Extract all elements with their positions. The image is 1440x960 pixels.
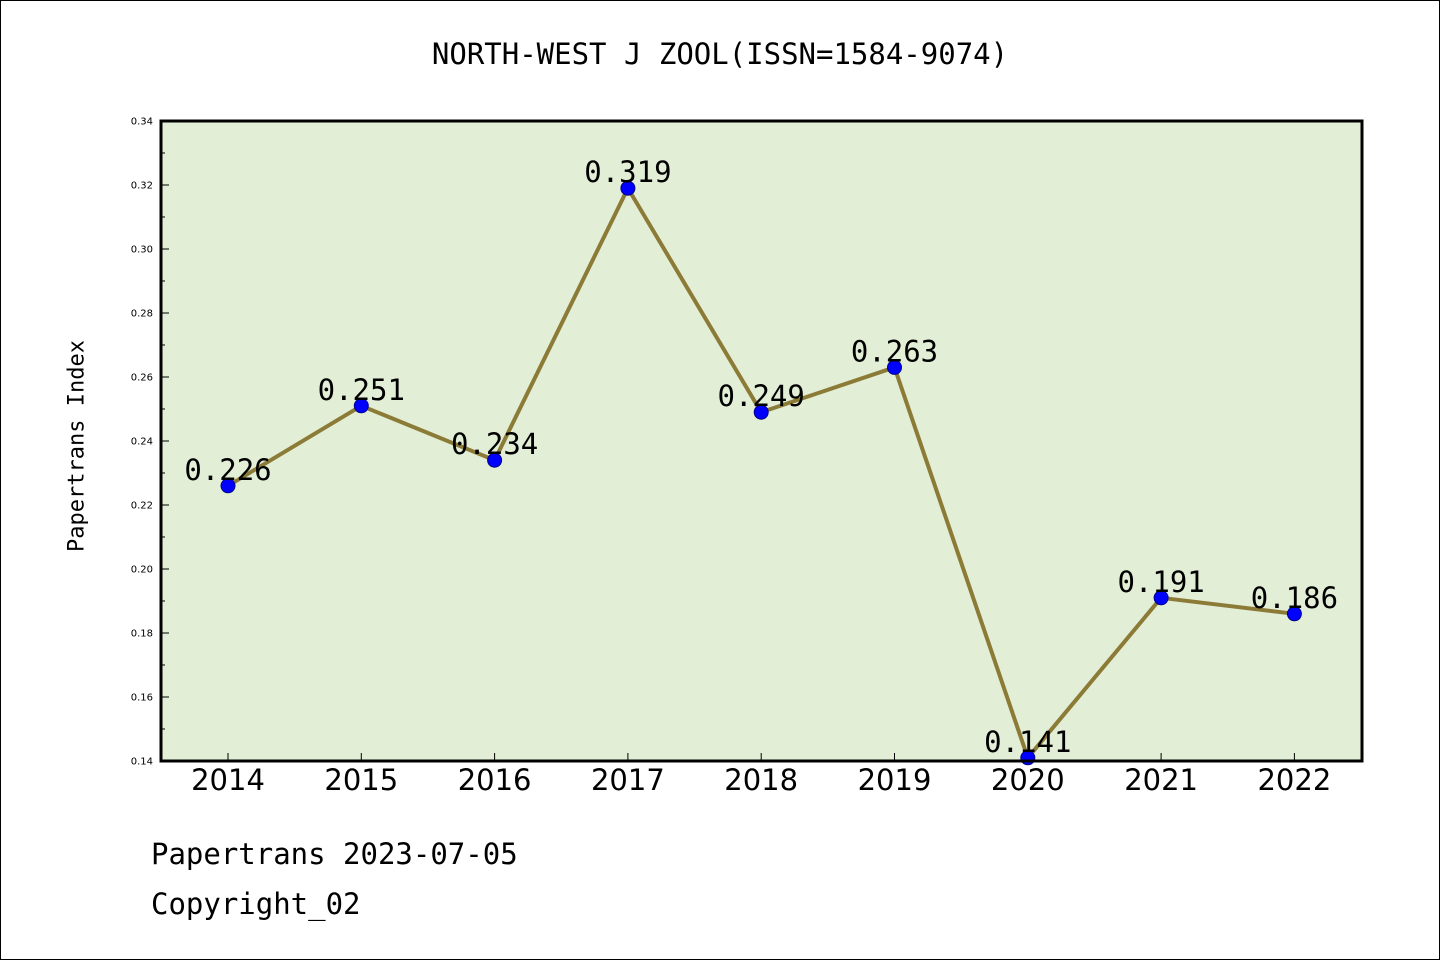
x-tick-label: 2021 bbox=[1124, 763, 1198, 797]
y-tick-label: 0.34 bbox=[131, 117, 153, 128]
x-tick-label: 2015 bbox=[324, 763, 398, 797]
data-label: 0.191 bbox=[1117, 565, 1204, 599]
x-tick-label: 2019 bbox=[858, 763, 932, 797]
data-labels: 0.226 0.251 0.234 0.319 0.249 0.263 0.141 0.191… bbox=[184, 155, 1338, 759]
data-label: 0.186 bbox=[1251, 581, 1338, 615]
x-tick-label: 2016 bbox=[458, 763, 532, 797]
x-tick-label: 2017 bbox=[591, 763, 665, 797]
y-tick-label: 0.16 bbox=[131, 693, 153, 704]
y-tick-label: 0.18 bbox=[131, 629, 153, 640]
x-tick-label: 2018 bbox=[724, 763, 798, 797]
data-point bbox=[353, 398, 369, 414]
y-tick-label: 0.22 bbox=[131, 501, 153, 512]
footer-date: Papertrans 2023-07-05 bbox=[151, 837, 518, 871]
chart-title: NORTH-WEST J ZOOL(ISSN=1584-9074) bbox=[431, 37, 1009, 71]
data-label: 0.234 bbox=[451, 427, 538, 461]
x-axis: 2014 2015 2016 2017 2018 2019 2020 2021 2022 bbox=[191, 753, 1331, 797]
data-point bbox=[887, 359, 902, 375]
y-tick-label: 0.30 bbox=[131, 245, 153, 256]
y-tick-label: 0.20 bbox=[131, 565, 153, 576]
data-point bbox=[1153, 590, 1169, 606]
y-tick-label: 0.28 bbox=[131, 309, 153, 320]
footer-copyright: Copyright_02 bbox=[151, 887, 361, 921]
x-tick-label: 2020 bbox=[991, 763, 1065, 797]
data-point bbox=[620, 180, 636, 196]
data-point bbox=[487, 452, 503, 468]
y-tick-label: 0.24 bbox=[131, 437, 153, 448]
data-label: 0.249 bbox=[718, 379, 805, 413]
data-point bbox=[1286, 606, 1302, 622]
data-label: 0.263 bbox=[851, 334, 938, 368]
data-label: 0.141 bbox=[984, 725, 1071, 759]
data-label: 0.319 bbox=[584, 155, 671, 189]
plot-border bbox=[159, 119, 1364, 763]
data-point bbox=[753, 404, 769, 420]
y-tick-label: 0.26 bbox=[131, 373, 153, 384]
data-point bbox=[220, 478, 236, 494]
x-tick-label: 2022 bbox=[1257, 763, 1331, 797]
y-tick-label: 0.32 bbox=[131, 181, 153, 192]
data-label: 0.251 bbox=[318, 373, 405, 407]
x-tick-label: 2014 bbox=[191, 763, 265, 797]
data-label: 0.226 bbox=[184, 453, 271, 487]
plot-area bbox=[161, 121, 1362, 761]
y-tick-label: 0.14 bbox=[131, 757, 153, 768]
